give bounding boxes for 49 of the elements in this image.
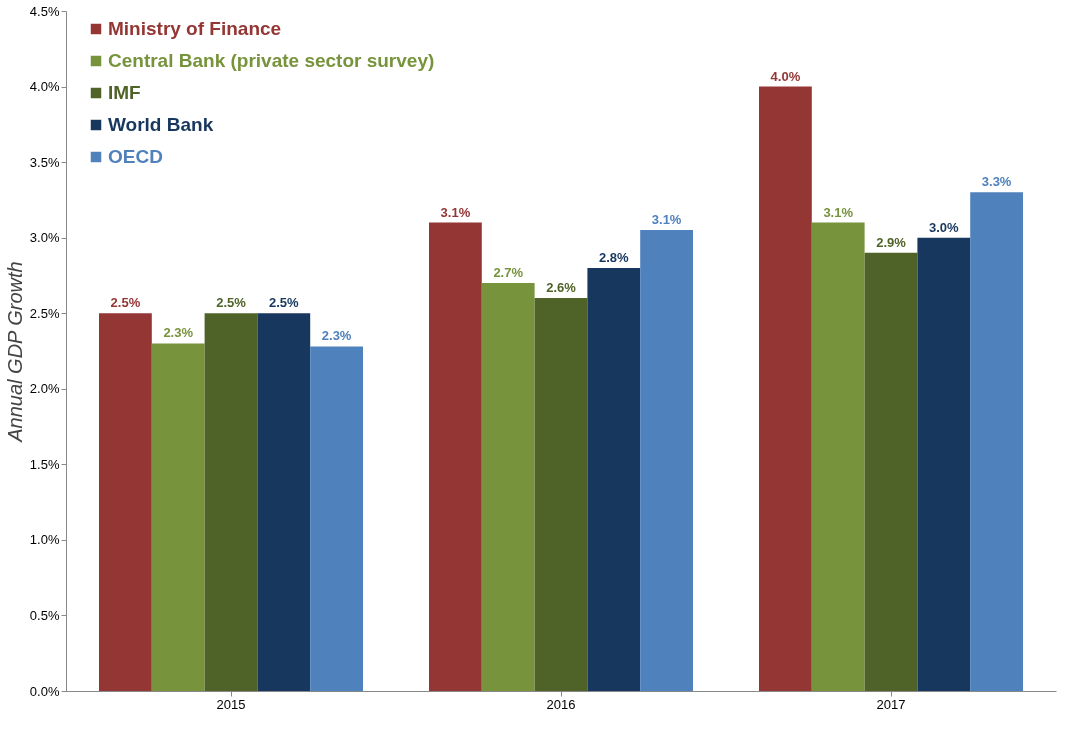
bar	[204, 313, 258, 691]
y-tick-label: 4.0%	[29, 79, 60, 95]
data-label: 2.3%	[321, 328, 352, 344]
data-label: 3.1%	[823, 204, 854, 220]
data-label: 2.5%	[110, 295, 141, 311]
y-tick-label: 2.0%	[29, 381, 60, 397]
x-tick-label: 2017	[876, 696, 906, 712]
data-label: 2.9%	[876, 234, 907, 250]
legend-label: World Bank	[108, 114, 214, 135]
data-label: 2.6%	[546, 280, 577, 296]
legend-label: OECD	[108, 146, 163, 167]
data-label: 3.1%	[440, 204, 471, 220]
y-tick-label: 4.5%	[29, 3, 60, 19]
bar	[917, 237, 971, 691]
y-tick-label: 0.5%	[29, 607, 60, 623]
bar	[99, 313, 152, 691]
bar	[481, 283, 535, 691]
data-label: 2.5%	[268, 295, 300, 311]
x-tick-label: 2015	[216, 696, 246, 712]
y-tick-label: 3.0%	[29, 230, 60, 246]
bar	[310, 346, 363, 691]
bar	[534, 298, 588, 691]
data-label: 2.5%	[216, 295, 247, 311]
x-tick-label: 2016	[546, 696, 576, 712]
legend-label: Ministry of Finance	[108, 18, 282, 39]
data-label: 2.7%	[493, 265, 524, 280]
legend-label: IMF	[108, 82, 141, 103]
data-label: 3.1%	[651, 212, 682, 228]
y-axis-title: Annual GDP Growth	[3, 261, 26, 443]
bar	[864, 252, 918, 691]
data-label: 2.3%	[163, 325, 194, 341]
bar	[151, 343, 205, 691]
data-label: 3.3%	[981, 174, 1012, 190]
y-tick-label: 2.5%	[29, 305, 60, 321]
y-tick-label: 1.5%	[29, 456, 60, 472]
y-tick-label: 3.5%	[29, 154, 60, 170]
bar	[970, 192, 1023, 691]
data-label: 4.0%	[770, 68, 801, 84]
bar	[257, 313, 311, 691]
bar	[811, 222, 865, 691]
bar	[640, 230, 693, 691]
y-tick-label: 1.0%	[29, 532, 60, 548]
data-label: 3.0%	[928, 219, 960, 235]
y-tick-label: 0.0%	[29, 683, 60, 699]
bar	[587, 267, 641, 691]
data-label: 2.8%	[598, 249, 630, 265]
bar	[429, 222, 482, 691]
bar	[759, 86, 812, 691]
legend-label: Central Bank (private sector survey)	[108, 50, 435, 71]
